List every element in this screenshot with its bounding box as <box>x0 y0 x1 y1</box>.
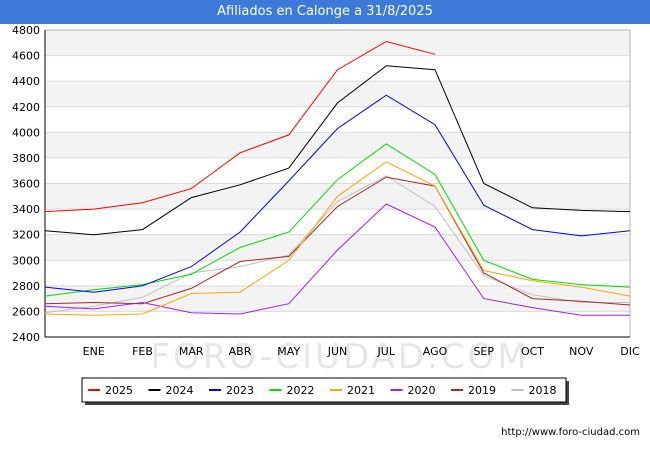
legend-label-2022: 2022 <box>287 384 315 397</box>
x-tick-label: MAY <box>277 345 300 358</box>
legend-box <box>81 377 567 403</box>
legend-label-2024: 2024 <box>166 384 194 397</box>
legend-label-2025: 2025 <box>105 384 133 397</box>
x-tick-label: MAR <box>179 345 204 358</box>
legend-label-2021: 2021 <box>347 384 375 397</box>
x-tick-label: NOV <box>569 345 594 358</box>
x-tick-label: JUN <box>327 345 348 358</box>
series-line-2018 <box>44 175 630 314</box>
series-line-2024 <box>44 65 631 236</box>
y-tick-label: 2600 <box>12 305 40 318</box>
x-tick-label: FEB <box>132 345 153 358</box>
legend-label-2018: 2018 <box>529 384 557 397</box>
y-tick-label: 3000 <box>12 254 40 267</box>
legend-label-2023: 2023 <box>226 384 254 397</box>
series-line-2022 <box>44 143 631 297</box>
series-line-2023 <box>44 94 631 293</box>
y-tick-label: 2400 <box>12 331 40 344</box>
series-line-2021 <box>44 161 631 316</box>
y-tick-label: 4000 <box>12 126 40 139</box>
y-tick-label: 3200 <box>12 229 40 242</box>
axes <box>44 29 631 338</box>
grid-band <box>45 30 630 56</box>
chart-title: Afiliados en Calonge a 31/8/2025 <box>0 0 650 24</box>
legend-label-2019: 2019 <box>468 384 496 397</box>
series-line-2020 <box>44 203 630 316</box>
watermark-text: FORO-CIUDAD.COM <box>150 337 529 377</box>
x-tick-label: ABR <box>229 345 252 358</box>
x-tick-labels: ENE FEB MAR ABR MAY JUN JUL AGO SEP OCT NOV DIC <box>83 345 640 358</box>
y-tick-labels: 2400 2600 2800 3000 3200 3400 3600 3800 4000 4200… <box>12 24 40 344</box>
line-chart: FORO-CIUDAD.COM 2400 2600 2800 3000 3200 3400… <box>12 24 640 405</box>
series-line-2019 <box>44 176 631 306</box>
x-tick-label: ENE <box>83 345 105 358</box>
x-tick-label: SEP <box>473 345 494 358</box>
y-tick-label: 3600 <box>12 178 40 191</box>
grid-band <box>45 234 630 261</box>
y-tick-label: 4400 <box>12 75 40 88</box>
x-tick-label: DIC <box>620 345 640 358</box>
series-line-2025 <box>44 40 436 213</box>
y-tick-label: 4200 <box>12 101 40 114</box>
x-tick-label: JUL <box>377 345 396 358</box>
y-tick-label: 2800 <box>12 280 40 293</box>
y-tick-label: 3800 <box>12 152 40 165</box>
legend: 2025 2024 2023 2022 2021 2020 2019 2018 <box>81 377 569 405</box>
x-tick-label: AGO <box>423 345 448 358</box>
x-tick-label: OCT <box>521 345 544 358</box>
y-tick-label: 3400 <box>12 203 40 216</box>
grid-bands <box>45 30 630 312</box>
y-tick-label: 4800 <box>12 24 40 37</box>
legend-label-2020: 2020 <box>408 384 436 397</box>
grid-band <box>45 132 630 158</box>
y-tick-label: 4600 <box>12 50 40 63</box>
source-url: http://www.foro-ciudad.com <box>501 427 640 438</box>
series-lines <box>44 40 631 316</box>
